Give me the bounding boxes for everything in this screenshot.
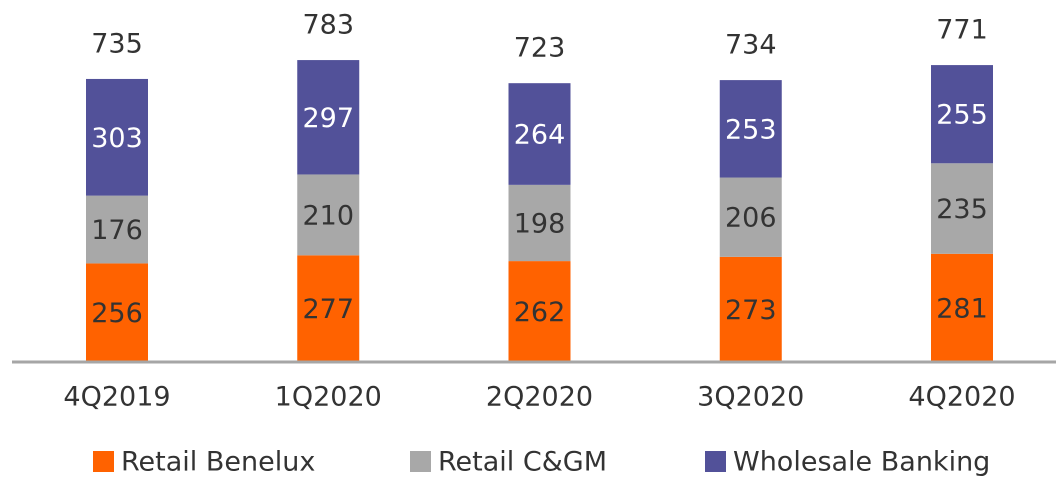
bar-segment <box>931 163 993 254</box>
legend-label: Retail Benelux <box>121 447 315 478</box>
value-label: 206 <box>725 203 777 234</box>
value-label: 198 <box>514 208 566 239</box>
value-label: 255 <box>936 100 988 131</box>
x-tick-label: 2Q2020 <box>486 382 593 413</box>
bar-segment <box>86 195 148 264</box>
value-label: 264 <box>514 120 566 151</box>
legend-label: Retail C&GM <box>438 447 607 478</box>
legend-swatch <box>705 451 726 472</box>
bar-segment <box>86 263 148 362</box>
bar-segment <box>931 65 993 164</box>
bar-segment <box>719 177 782 257</box>
bar-segment <box>297 60 360 175</box>
value-label: 273 <box>725 295 777 326</box>
value-label: 210 <box>302 200 354 231</box>
value-label: 176 <box>91 215 143 246</box>
bar-segment <box>508 261 571 362</box>
x-tick-label: 1Q2020 <box>275 382 382 413</box>
value-label: 235 <box>936 194 988 225</box>
value-label: 303 <box>91 123 143 154</box>
value-label: 281 <box>936 293 988 324</box>
legend-label: Wholesale Banking <box>733 447 990 478</box>
bar-segment <box>86 78 148 196</box>
value-label: 253 <box>725 114 777 145</box>
value-label: 297 <box>302 103 354 134</box>
value-label: 277 <box>302 294 354 325</box>
x-tick-label: 3Q2020 <box>697 382 804 413</box>
value-label: 256 <box>91 298 143 329</box>
total-label: 723 <box>514 33 566 64</box>
bar-segment <box>931 253 993 362</box>
legend-swatch <box>93 451 114 472</box>
total-label: 735 <box>91 28 143 59</box>
total-label: 734 <box>725 30 777 61</box>
bar-segment <box>508 83 571 185</box>
legend-swatch <box>410 451 431 472</box>
bar-segment <box>297 174 360 256</box>
total-label: 771 <box>936 15 988 46</box>
total-label: 783 <box>302 10 354 41</box>
bar-segment <box>719 80 782 178</box>
x-tick-label: 4Q2019 <box>63 382 170 413</box>
bar-segment <box>719 256 782 362</box>
bar-segment <box>508 184 571 262</box>
bar-segment <box>297 255 360 362</box>
x-tick-label: 4Q2020 <box>908 382 1015 413</box>
value-label: 262 <box>514 297 566 328</box>
